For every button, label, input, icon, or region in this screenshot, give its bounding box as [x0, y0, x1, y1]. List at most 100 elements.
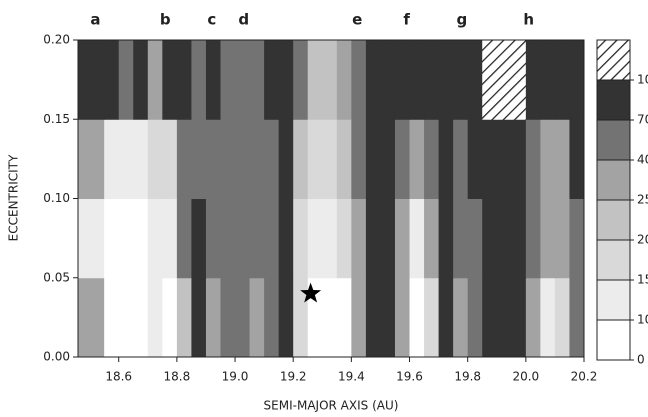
x-tick-label: 18.6 [105, 370, 132, 384]
colorbar-band [596, 79, 631, 121]
heat-cell [365, 198, 381, 279]
heat-cell [336, 119, 352, 199]
heat-cell [118, 277, 134, 358]
heat-cell [380, 119, 396, 199]
heat-cell [424, 40, 440, 120]
heat-cell [322, 198, 338, 279]
heat-cell [525, 119, 541, 199]
heat-cell [322, 277, 338, 358]
heat-cell [322, 40, 338, 120]
heat-cell [307, 40, 323, 120]
heat-cell [453, 119, 469, 199]
resonance-label: e [352, 11, 362, 29]
heat-cell [482, 277, 498, 358]
heat-cell [482, 119, 498, 199]
heat-cell [307, 198, 323, 279]
colorbar-label: 20 [637, 233, 648, 247]
heat-cell [293, 198, 309, 279]
heat-cell [511, 119, 527, 199]
heat-cell [162, 198, 178, 279]
heat-cell [133, 198, 149, 279]
heat-cell [104, 277, 120, 358]
colorbar-label: 10 [637, 313, 648, 327]
heat-cell [264, 277, 280, 358]
heat-cell [249, 198, 265, 279]
colorbar-label: 100 [637, 73, 648, 87]
heat-cell [278, 277, 294, 358]
heat-cell [118, 198, 134, 279]
colorbar-label: 15 [637, 273, 648, 287]
heat-cell [133, 277, 149, 358]
heat-cell [147, 277, 163, 358]
heat-cell [351, 119, 367, 199]
heat-cell [220, 40, 236, 120]
heat-cell [525, 198, 541, 279]
heat-cell [540, 277, 556, 358]
heat-cell [205, 277, 221, 358]
heat-cell [438, 40, 454, 120]
heat-cell [162, 277, 178, 358]
heat-cell [307, 119, 323, 199]
colorbar-band [596, 279, 631, 321]
heat-cell [453, 40, 469, 120]
x-tick-label: 19.8 [454, 370, 481, 384]
x-tick-label: 19.0 [222, 370, 249, 384]
heat-cell [351, 277, 367, 358]
colorbar-label: 0 [637, 353, 645, 367]
heat-cell [78, 119, 105, 199]
heat-cell [104, 40, 120, 120]
resonance-label: g [456, 11, 467, 29]
heat-cell [424, 198, 440, 279]
heat-cell [496, 277, 512, 358]
heat-cell [264, 198, 280, 279]
heat-cell [467, 119, 483, 199]
heat-cell [424, 277, 440, 358]
heat-cell [176, 198, 192, 279]
heat-cell [380, 40, 396, 120]
heat-cell [409, 119, 425, 199]
heat-cell [235, 277, 251, 358]
heat-cell [540, 119, 556, 199]
heat-cell [409, 277, 425, 358]
heat-cell [191, 277, 207, 358]
heat-cell [569, 119, 585, 199]
heat-cell [205, 198, 221, 279]
heat-cell [569, 277, 585, 358]
colorbar-band [596, 39, 631, 81]
heat-cell [78, 198, 105, 279]
resonance-label: d [238, 11, 249, 29]
resonance-label: b [160, 11, 171, 29]
heat-cell [133, 119, 149, 199]
heat-cell [249, 277, 265, 358]
heat-cell [482, 198, 498, 279]
heat-cell [191, 40, 207, 120]
colorbar-label: 70 [637, 113, 648, 127]
heat-cell [540, 40, 556, 120]
x-axis-label: SEMI-MAJOR AXIS (AU) [264, 399, 399, 413]
colorbar-band [596, 239, 631, 281]
heat-cell [438, 119, 454, 199]
colorbar-band [596, 159, 631, 201]
heat-cell [104, 119, 120, 199]
colorbar-band [596, 119, 631, 161]
heat-cell [264, 119, 280, 199]
heat-cell [336, 198, 352, 279]
heat-cell [176, 119, 192, 199]
x-tick-label: 18.8 [164, 370, 191, 384]
colorbar-label: 40 [637, 153, 648, 167]
heat-cell [394, 277, 411, 358]
heat-cell [118, 40, 134, 120]
heat-cell [162, 119, 178, 199]
heat-cell [511, 277, 527, 358]
heat-cell [394, 119, 411, 199]
heat-cell [118, 119, 134, 199]
heat-cell [482, 40, 498, 120]
y-axis-label: ECCENTRICITY [7, 154, 21, 241]
heat-cell [78, 40, 105, 120]
heat-cell [554, 198, 570, 279]
heat-cell [496, 119, 512, 199]
heat-cell [176, 40, 192, 120]
resonance-label: f [403, 11, 410, 29]
y-tick-label: 0.05 [43, 270, 70, 284]
